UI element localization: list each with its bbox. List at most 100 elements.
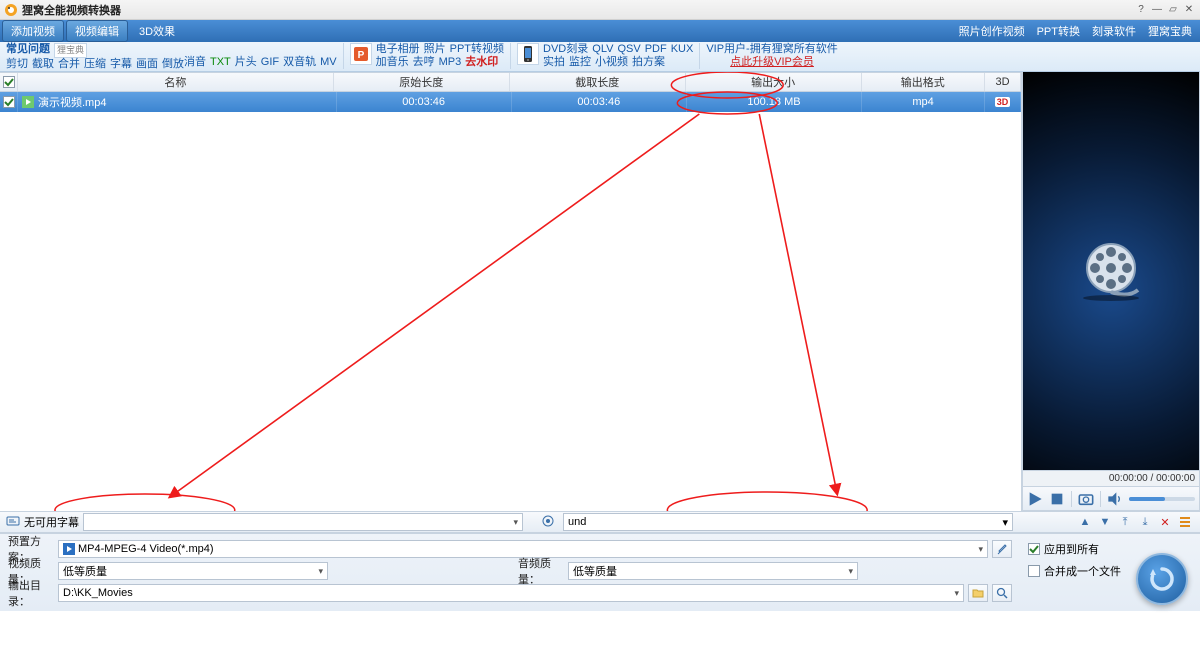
app-icon	[4, 3, 18, 17]
output-dir-select[interactable]: D:\KK_Movies ▾	[58, 584, 964, 602]
table-row[interactable]: 演示视频.mp4 00:03:46 00:03:46 100.18 MB mp4…	[0, 92, 1021, 112]
apply-all-checkbox[interactable]	[1028, 543, 1040, 555]
play-button[interactable]	[1027, 491, 1043, 507]
link-qsv[interactable]: QSV	[617, 43, 640, 56]
link-photo[interactable]: 照片	[424, 43, 446, 56]
col-3d[interactable]: 3D	[985, 73, 1021, 91]
row-output-format: mp4	[862, 92, 985, 112]
link-dvd[interactable]: DVD刻录	[543, 43, 588, 56]
link-mp3[interactable]: MP3	[439, 56, 462, 69]
link-mv[interactable]: MV	[320, 56, 337, 69]
link-album[interactable]: 电子相册	[376, 43, 420, 56]
link-add-audio[interactable]: 加音乐	[376, 56, 409, 69]
menu-link-baodian[interactable]: 狸窝宝典	[1142, 23, 1198, 39]
link-pdf[interactable]: PDF	[645, 43, 667, 56]
link-txt[interactable]: TXT	[210, 56, 231, 69]
thumb-ppt-icon: P	[350, 43, 372, 65]
link-merge[interactable]: 合并	[58, 58, 80, 71]
merge-label: 合并成一个文件	[1044, 563, 1121, 579]
audio-quality-label: 音频质量：	[518, 555, 564, 587]
convert-button[interactable]	[1136, 553, 1188, 605]
subtitle-select[interactable]: ▾	[83, 513, 523, 531]
col-clip-length[interactable]: 截取长度	[510, 73, 686, 91]
menu-link-ppt[interactable]: PPT转换	[1031, 23, 1086, 39]
link-title[interactable]: 片头	[235, 56, 257, 69]
open-output-dir-button[interactable]	[968, 584, 988, 602]
col-name[interactable]: 名称	[18, 73, 334, 91]
preview-canvas[interactable]	[1023, 72, 1199, 470]
move-up-button[interactable]: ▲	[1076, 513, 1094, 531]
move-bottom-button[interactable]: ⤓	[1136, 513, 1154, 531]
link-picture[interactable]: 画面	[136, 58, 158, 71]
link-kux[interactable]: KUX	[671, 43, 694, 56]
audio-track-value: und	[568, 516, 1002, 528]
maximize-button[interactable]: ▱	[1166, 3, 1180, 17]
menu-link-burn[interactable]: 刻录软件	[1086, 23, 1142, 39]
mp4-icon	[63, 543, 75, 555]
output-dir-value: D:\KK_Movies	[63, 587, 954, 599]
menu-link-photo-video[interactable]: 照片创作视频	[953, 23, 1031, 39]
link-faq[interactable]: 常见问题	[6, 43, 50, 58]
link-mute[interactable]: 消音	[184, 56, 206, 69]
link-monitor[interactable]: 监控	[569, 56, 591, 69]
row-3d-badge[interactable]: 3D	[995, 97, 1011, 107]
tab-3d-effect[interactable]: 3D效果	[130, 20, 184, 42]
link-subtitle[interactable]: 字幕	[110, 58, 132, 71]
col-output-size[interactable]: 输出大小	[686, 73, 862, 91]
find-output-button[interactable]	[992, 584, 1012, 602]
link-remove-watermark[interactable]: 去水印	[465, 56, 498, 69]
link-remove-hum[interactable]: 去哼	[413, 56, 435, 69]
link-cut[interactable]: 剪切	[6, 58, 28, 71]
move-top-button[interactable]: ⤒	[1116, 513, 1134, 531]
volume-icon[interactable]	[1107, 491, 1123, 507]
badge-baodian: 狸宝典	[54, 43, 87, 58]
move-down-button[interactable]: ▼	[1096, 513, 1114, 531]
close-button[interactable]: ✕	[1182, 3, 1196, 17]
col-output-format[interactable]: 输出格式	[862, 73, 985, 91]
file-list-pane: 名称 原始长度 截取长度 输出大小 输出格式 3D 演示视频.mp4 00:03…	[0, 72, 1022, 511]
minimize-button[interactable]: —	[1150, 3, 1164, 17]
col-checkbox[interactable]	[0, 73, 18, 91]
link-plan[interactable]: 拍方案	[632, 56, 665, 69]
audio-quality-value: 低等质量	[573, 563, 848, 579]
link-qlv[interactable]: QLV	[592, 43, 613, 56]
link-capture[interactable]: 截取	[32, 58, 54, 71]
link-gif[interactable]: GIF	[261, 56, 279, 69]
link-reverse[interactable]: 倒放	[162, 58, 184, 71]
film-reel-icon	[1076, 236, 1146, 306]
stop-button[interactable]	[1049, 491, 1065, 507]
row-clip-length: 00:03:46	[512, 92, 687, 112]
subtitle-icon	[6, 514, 20, 531]
tab-video-edit[interactable]: 视频编辑	[66, 20, 128, 42]
window-title: 狸窝全能视频转换器	[22, 2, 1132, 18]
link-shoot[interactable]: 实拍	[543, 56, 565, 69]
delete-button[interactable]: ✕	[1156, 513, 1174, 531]
snapshot-button[interactable]	[1078, 491, 1094, 507]
merge-checkbox[interactable]	[1028, 565, 1040, 577]
subtitle-label: 无可用字幕	[24, 514, 79, 530]
checkbox-all[interactable]	[3, 76, 15, 88]
menu-bar: 添加视频 视频编辑 3D效果 照片创作视频 PPT转换 刻录软件 狸窝宝典	[0, 20, 1200, 42]
output-dir-label: 输出目录：	[8, 577, 54, 609]
video-quality-select[interactable]: 低等质量 ▾	[58, 562, 328, 580]
help-button[interactable]: ?	[1134, 3, 1148, 17]
link-compress[interactable]: 压缩	[84, 58, 106, 71]
row-output-size: 100.18 MB	[687, 92, 862, 112]
col-original-length[interactable]: 原始长度	[334, 73, 510, 91]
link-dual-audio[interactable]: 双音轨	[283, 56, 316, 69]
preset-settings-button[interactable]	[992, 540, 1012, 558]
link-upgrade-vip[interactable]: 点此升级VIP会员	[730, 56, 814, 69]
audio-quality-select[interactable]: 低等质量 ▾	[568, 562, 858, 580]
table-header: 名称 原始长度 截取长度 输出大小 输出格式 3D	[0, 72, 1021, 92]
quick-links-strip: 常见问题 狸宝典 剪切 截取 合并 压缩 字幕 画面 倒放 . 消音 TXT 片…	[0, 42, 1200, 72]
link-short-video[interactable]: 小视频	[595, 56, 628, 69]
row-filename: 演示视频.mp4	[38, 94, 106, 110]
audio-track-select[interactable]: und ▾	[563, 513, 1013, 531]
row-checkbox[interactable]	[3, 96, 15, 108]
volume-slider[interactable]	[1129, 497, 1195, 501]
video-file-icon	[22, 96, 34, 108]
tab-add-video[interactable]: 添加视频	[2, 20, 64, 42]
link-ppt2video[interactable]: PPT转视频	[450, 43, 504, 56]
list-options-button[interactable]	[1176, 513, 1194, 531]
annotation-overlay	[0, 72, 1021, 511]
